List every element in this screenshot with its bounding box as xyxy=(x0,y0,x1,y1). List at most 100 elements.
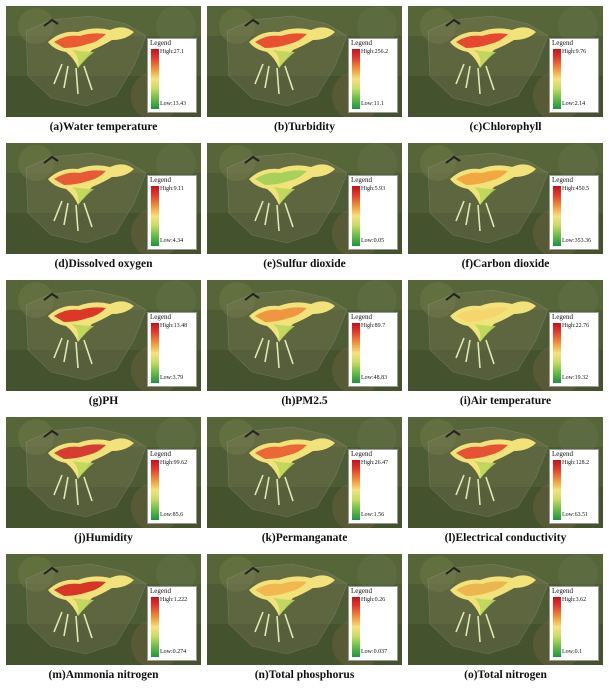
legend-box: Legend High:26.47 Low:1.56 xyxy=(348,449,398,524)
legend-high-value: High:22.76 xyxy=(562,323,590,329)
legend-title: Legend xyxy=(351,176,372,184)
legend-title: Legend xyxy=(552,450,573,458)
legend-box: Legend High:256.2 Low:11.1 xyxy=(348,38,398,113)
legend-title: Legend xyxy=(552,313,573,321)
map-grid: Legend High:27.1 Low:13.43 (a)Water tempera… xyxy=(4,4,605,690)
legend-low-value: Low:19.32 xyxy=(562,375,589,381)
legend-title: Legend xyxy=(150,176,171,184)
legend-color-ramp xyxy=(151,49,159,109)
legend-low-value: Low:85.6 xyxy=(160,512,184,518)
legend-color-ramp xyxy=(553,49,561,109)
legend-high-value: High:26.47 xyxy=(361,460,389,466)
legend-low-value: Low:3.79 xyxy=(160,375,184,381)
legend-title: Legend xyxy=(552,176,573,184)
legend-box: Legend High:9.11 Low:4.34 xyxy=(147,175,197,250)
legend-color-ramp xyxy=(151,597,159,657)
map-panel-permanganate: Legend High:26.47 Low:1.56 (k)Permanganate xyxy=(205,415,404,551)
legend-high-value: High:99.62 xyxy=(160,460,188,466)
legend-high-value: High:9.11 xyxy=(160,186,184,192)
legend-color-ramp xyxy=(553,460,561,520)
legend-color-ramp xyxy=(151,186,159,246)
legend-low-value: Low:4.34 xyxy=(160,238,184,244)
map-panel-total-phosphorus: Legend High:0.26 Low:0.037 (n)Total phospho… xyxy=(205,552,404,688)
legend-high-value: High:89.7 xyxy=(361,323,386,329)
panel-caption: (o)Total nitrogen xyxy=(464,669,547,681)
legend-low-value: Low:2.14 xyxy=(562,101,586,107)
panel-caption: (l)Electrical conductivity xyxy=(444,532,567,544)
legend-color-ramp xyxy=(151,460,159,520)
legend-high-value: High:0.26 xyxy=(361,597,386,603)
map-panel-turbidity: Legend High:256.2 Low:11.1 (b)Turbidity xyxy=(205,4,404,140)
map-panel-carbon-dioxide: Legend High:450.5 Low:353.36 (f)Carbon diox… xyxy=(406,141,605,277)
legend-box: Legend High:1.222 Low:0.274 xyxy=(147,586,197,661)
legend-title: Legend xyxy=(351,39,372,47)
panel-caption: (e)Sulfur dioxide xyxy=(263,258,346,270)
legend-box: Legend High:89.7 Low:48.83 xyxy=(348,312,398,387)
legend-box: Legend High:99.62 Low:85.6 xyxy=(147,449,197,524)
panel-caption: (b)Turbidity xyxy=(274,121,335,133)
legend-box: Legend High:13.48 Low:3.79 xyxy=(147,312,197,387)
legend-low-value: Low:0.274 xyxy=(160,649,187,655)
legend-low-value: Low:13.43 xyxy=(160,101,187,107)
legend-high-value: High:128.2 xyxy=(562,460,590,466)
legend-low-value: Low:0.037 xyxy=(361,649,388,655)
legend-high-value: High:27.1 xyxy=(160,49,185,55)
legend-title: Legend xyxy=(552,587,573,595)
panel-caption: (f)Carbon dioxide xyxy=(461,258,550,270)
map-image xyxy=(6,143,201,254)
legend-title: Legend xyxy=(351,587,372,595)
legend-low-value: Low:63.51 xyxy=(562,512,589,518)
legend-title: Legend xyxy=(351,313,372,321)
legend-low-value: Low:1.56 xyxy=(361,512,385,518)
legend-color-ramp xyxy=(553,186,561,246)
legend-box: Legend High:450.5 Low:353.36 xyxy=(549,175,599,250)
legend-title: Legend xyxy=(351,450,372,458)
map-panel-sulfur-dioxide: Legend High:5.93 Low:0.05 (e)Sulfur dioxide xyxy=(205,141,404,277)
map-panel-ammonia-nitrogen: Legend High:1.222 Low:0.274 (m)Ammonia nitr… xyxy=(4,552,203,688)
map-panel-humidity: Legend High:99.62 Low:85.6 (j)Humidity xyxy=(4,415,203,551)
legend-box: Legend High:5.93 Low:0.05 xyxy=(348,175,398,250)
panel-caption: (a)Water temperature xyxy=(49,121,158,133)
panel-caption: (h)PM2.5 xyxy=(281,395,328,407)
legend-title: Legend xyxy=(150,313,171,321)
legend-low-value: Low:11.1 xyxy=(361,101,384,107)
legend-title: Legend xyxy=(150,39,171,47)
legend-box: Legend High:3.62 Low:0.1 xyxy=(549,586,599,661)
legend-color-ramp xyxy=(352,186,360,246)
legend-color-ramp xyxy=(352,49,360,109)
satellite-map xyxy=(6,6,201,117)
legend-box: Legend High:22.76 Low:19.32 xyxy=(549,312,599,387)
map-panel-electrical-conductivity: Legend High:128.2 Low:63.51 (l)Electrical c… xyxy=(406,415,605,551)
legend-low-value: Low:0.1 xyxy=(562,649,583,655)
panel-caption: (m)Ammonia nitrogen xyxy=(48,669,159,681)
panel-caption: (n)Total phosphorus xyxy=(254,669,355,681)
legend-color-ramp xyxy=(352,460,360,520)
panel-caption: (i)Air temperature xyxy=(459,395,552,407)
legend-color-ramp xyxy=(553,597,561,657)
legend-title: Legend xyxy=(150,587,171,595)
panel-caption: (g)PH xyxy=(88,395,119,407)
map-panel-water-temperature: Legend High:27.1 Low:13.43 (a)Water tempera… xyxy=(4,4,203,140)
legend-high-value: High:9.76 xyxy=(562,49,587,55)
panel-caption: (d)Dissolved oxygen xyxy=(54,258,153,270)
legend-box: Legend High:9.76 Low:2.14 xyxy=(549,38,599,113)
map-panel-air-temperature: Legend High:22.76 Low:19.32 (i)Air temperat… xyxy=(406,278,605,414)
panel-caption: (k)Permanganate xyxy=(261,532,348,544)
map-panel-pm25: Legend High:89.7 Low:48.83 (h)PM2.5 xyxy=(205,278,404,414)
map-panel-total-nitrogen: Legend High:3.62 Low:0.1 (o)Total nitrogen xyxy=(406,552,605,688)
legend-low-value: Low:353.36 xyxy=(562,238,592,244)
legend-title: Legend xyxy=(150,450,171,458)
legend-color-ramp xyxy=(553,323,561,383)
legend-box: Legend High:27.1 Low:13.43 xyxy=(147,38,197,113)
map-image xyxy=(6,6,201,117)
legend-high-value: High:450.5 xyxy=(562,186,590,192)
legend-high-value: High:256.2 xyxy=(361,49,389,55)
legend-high-value: High:1.222 xyxy=(160,597,188,603)
legend-high-value: High:3.62 xyxy=(562,597,587,603)
map-panel-dissolved-oxygen: Legend High:9.11 Low:4.34 (d)Dissolved oxyg… xyxy=(4,141,203,277)
legend-color-ramp xyxy=(352,323,360,383)
legend-low-value: Low:48.83 xyxy=(361,375,388,381)
legend-box: Legend High:128.2 Low:63.51 xyxy=(549,449,599,524)
map-panel-ph: Legend High:13.48 Low:3.79 (g)PH xyxy=(4,278,203,414)
map-panel-chlorophyll: Legend High:9.76 Low:2.14 (c)Chlorophyll xyxy=(406,4,605,140)
